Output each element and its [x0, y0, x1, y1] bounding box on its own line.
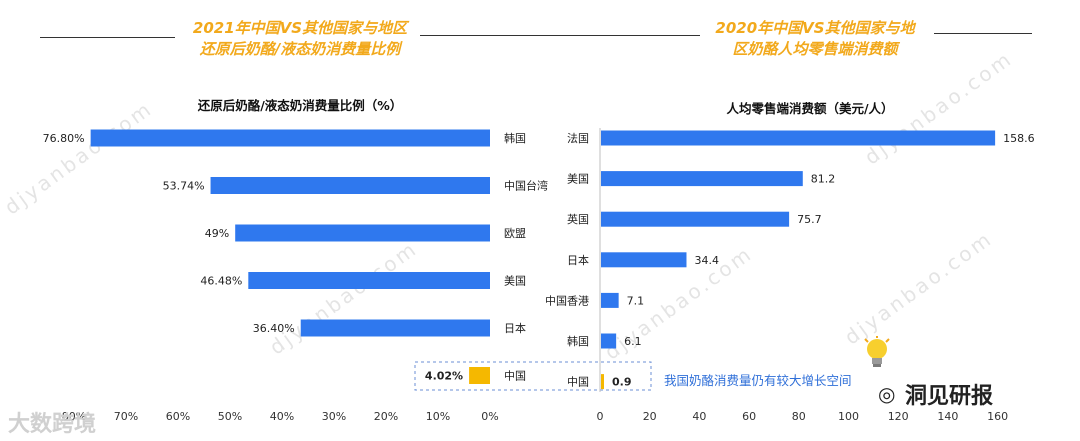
right-category-label: 美国	[567, 173, 589, 186]
right-value-label: 81.2	[811, 173, 836, 186]
left-bar	[90, 129, 490, 147]
divider-left-1	[40, 37, 175, 38]
divider-right	[934, 33, 1032, 34]
right-category-label: 日本	[567, 253, 589, 267]
left-bar	[210, 177, 490, 194]
right-header-line2: 区奶酪人均零售端消费额	[732, 40, 898, 58]
left-bar	[469, 367, 490, 384]
right-category-label: 法国	[567, 131, 589, 145]
right-bar	[601, 252, 687, 268]
right-bar	[601, 211, 790, 227]
left-category-label: 欧盟	[504, 227, 526, 240]
right-value-label: 7.1	[627, 294, 645, 307]
left-bar	[235, 224, 490, 242]
left-value-label: 4.02%	[425, 370, 463, 383]
left-tick-label: 80%	[62, 410, 86, 423]
right-header-line1: 2020年中国VS其他国家与地	[715, 19, 915, 37]
left-category-label: 韩国	[504, 131, 526, 145]
left-tick-label: 50%	[218, 410, 242, 423]
wechat-icon: ◎	[878, 382, 896, 406]
left-tick-label: 40%	[270, 410, 294, 423]
left-chart: 76.80% 韩国 53.74% 中国台湾 49% 欧盟 46.48% 美国 36.40% 日本 4…	[43, 129, 548, 423]
left-bar	[300, 319, 490, 337]
left-value-label: 76.80%	[43, 132, 85, 145]
left-header-line2: 还原后奶酪/液态奶消费量比例	[199, 40, 401, 58]
right-tick-label: 120	[888, 410, 909, 423]
right-header: 2020年中国VS其他国家与地 区奶酪人均零售端消费额	[700, 18, 930, 60]
left-bar	[248, 272, 490, 289]
right-tick-label: 160	[987, 410, 1008, 423]
right-bar	[601, 171, 803, 187]
right-tick-label: 60	[742, 410, 756, 423]
brand-name: 洞见研报	[905, 384, 994, 409]
right-category-label: 英国	[567, 212, 589, 226]
bottom-logo: 大数跨境	[8, 412, 97, 437]
left-category-label: 日本	[504, 321, 526, 335]
right-chart-title: 人均零售端消费额（美元/人）	[726, 101, 894, 116]
right-bar	[601, 292, 619, 308]
right-bar	[601, 130, 996, 146]
right-tick-label: 80	[792, 410, 806, 423]
left-tick-label: 60%	[166, 410, 190, 423]
left-tick-label: 30%	[322, 410, 346, 423]
right-category-label: 中国	[567, 376, 589, 389]
left-tick-label: 20%	[374, 410, 398, 423]
left-value-label: 53.74%	[163, 180, 205, 193]
left-header-line1: 2021年中国VS其他国家与地区	[192, 19, 408, 37]
right-value-label: 0.9	[612, 376, 632, 389]
left-header: 2021年中国VS其他国家与地区 还原后奶酪/液态奶消费量比例	[160, 18, 440, 60]
left-value-label: 46.48%	[200, 275, 242, 288]
right-category-label: 中国香港	[545, 294, 589, 307]
right-category-label: 韩国	[567, 334, 589, 348]
left-value-label: 36.40%	[253, 322, 295, 335]
left-tick-label: 0%	[481, 410, 498, 423]
right-value-label: 6.1	[624, 335, 642, 348]
right-bar	[601, 333, 617, 349]
growth-note: 我国奶酪消费量仍有较大增长空间	[664, 373, 852, 388]
left-value-label: 49%	[205, 227, 229, 240]
right-value-label: 75.7	[797, 213, 822, 226]
left-chart-title: 还原后奶酪/液态奶消费量比例（%）	[197, 98, 403, 113]
right-tick-label: 40	[692, 410, 706, 423]
lightbulb-icon	[864, 336, 890, 367]
left-tick-label: 10%	[426, 410, 450, 423]
left-category-label: 中国	[504, 370, 526, 383]
right-tick-label: 140	[937, 410, 958, 423]
left-tick-label: 70%	[114, 410, 138, 423]
right-tick-label: 0	[597, 410, 604, 423]
left-category-label: 中国台湾	[504, 179, 548, 193]
right-value-label: 34.4	[694, 254, 719, 267]
left-category-label: 美国	[504, 275, 526, 288]
right-tick-label: 20	[643, 410, 657, 423]
right-bar	[601, 374, 604, 390]
divider-left-2	[420, 35, 700, 36]
right-tick-label: 100	[838, 410, 859, 423]
right-chart: 158.6 法国 81.2 美国 75.7 英国 34.4 日本 7.1 中国香港 6.1 韩国 0.9…	[545, 130, 1035, 423]
right-value-label: 158.6	[1003, 132, 1035, 145]
